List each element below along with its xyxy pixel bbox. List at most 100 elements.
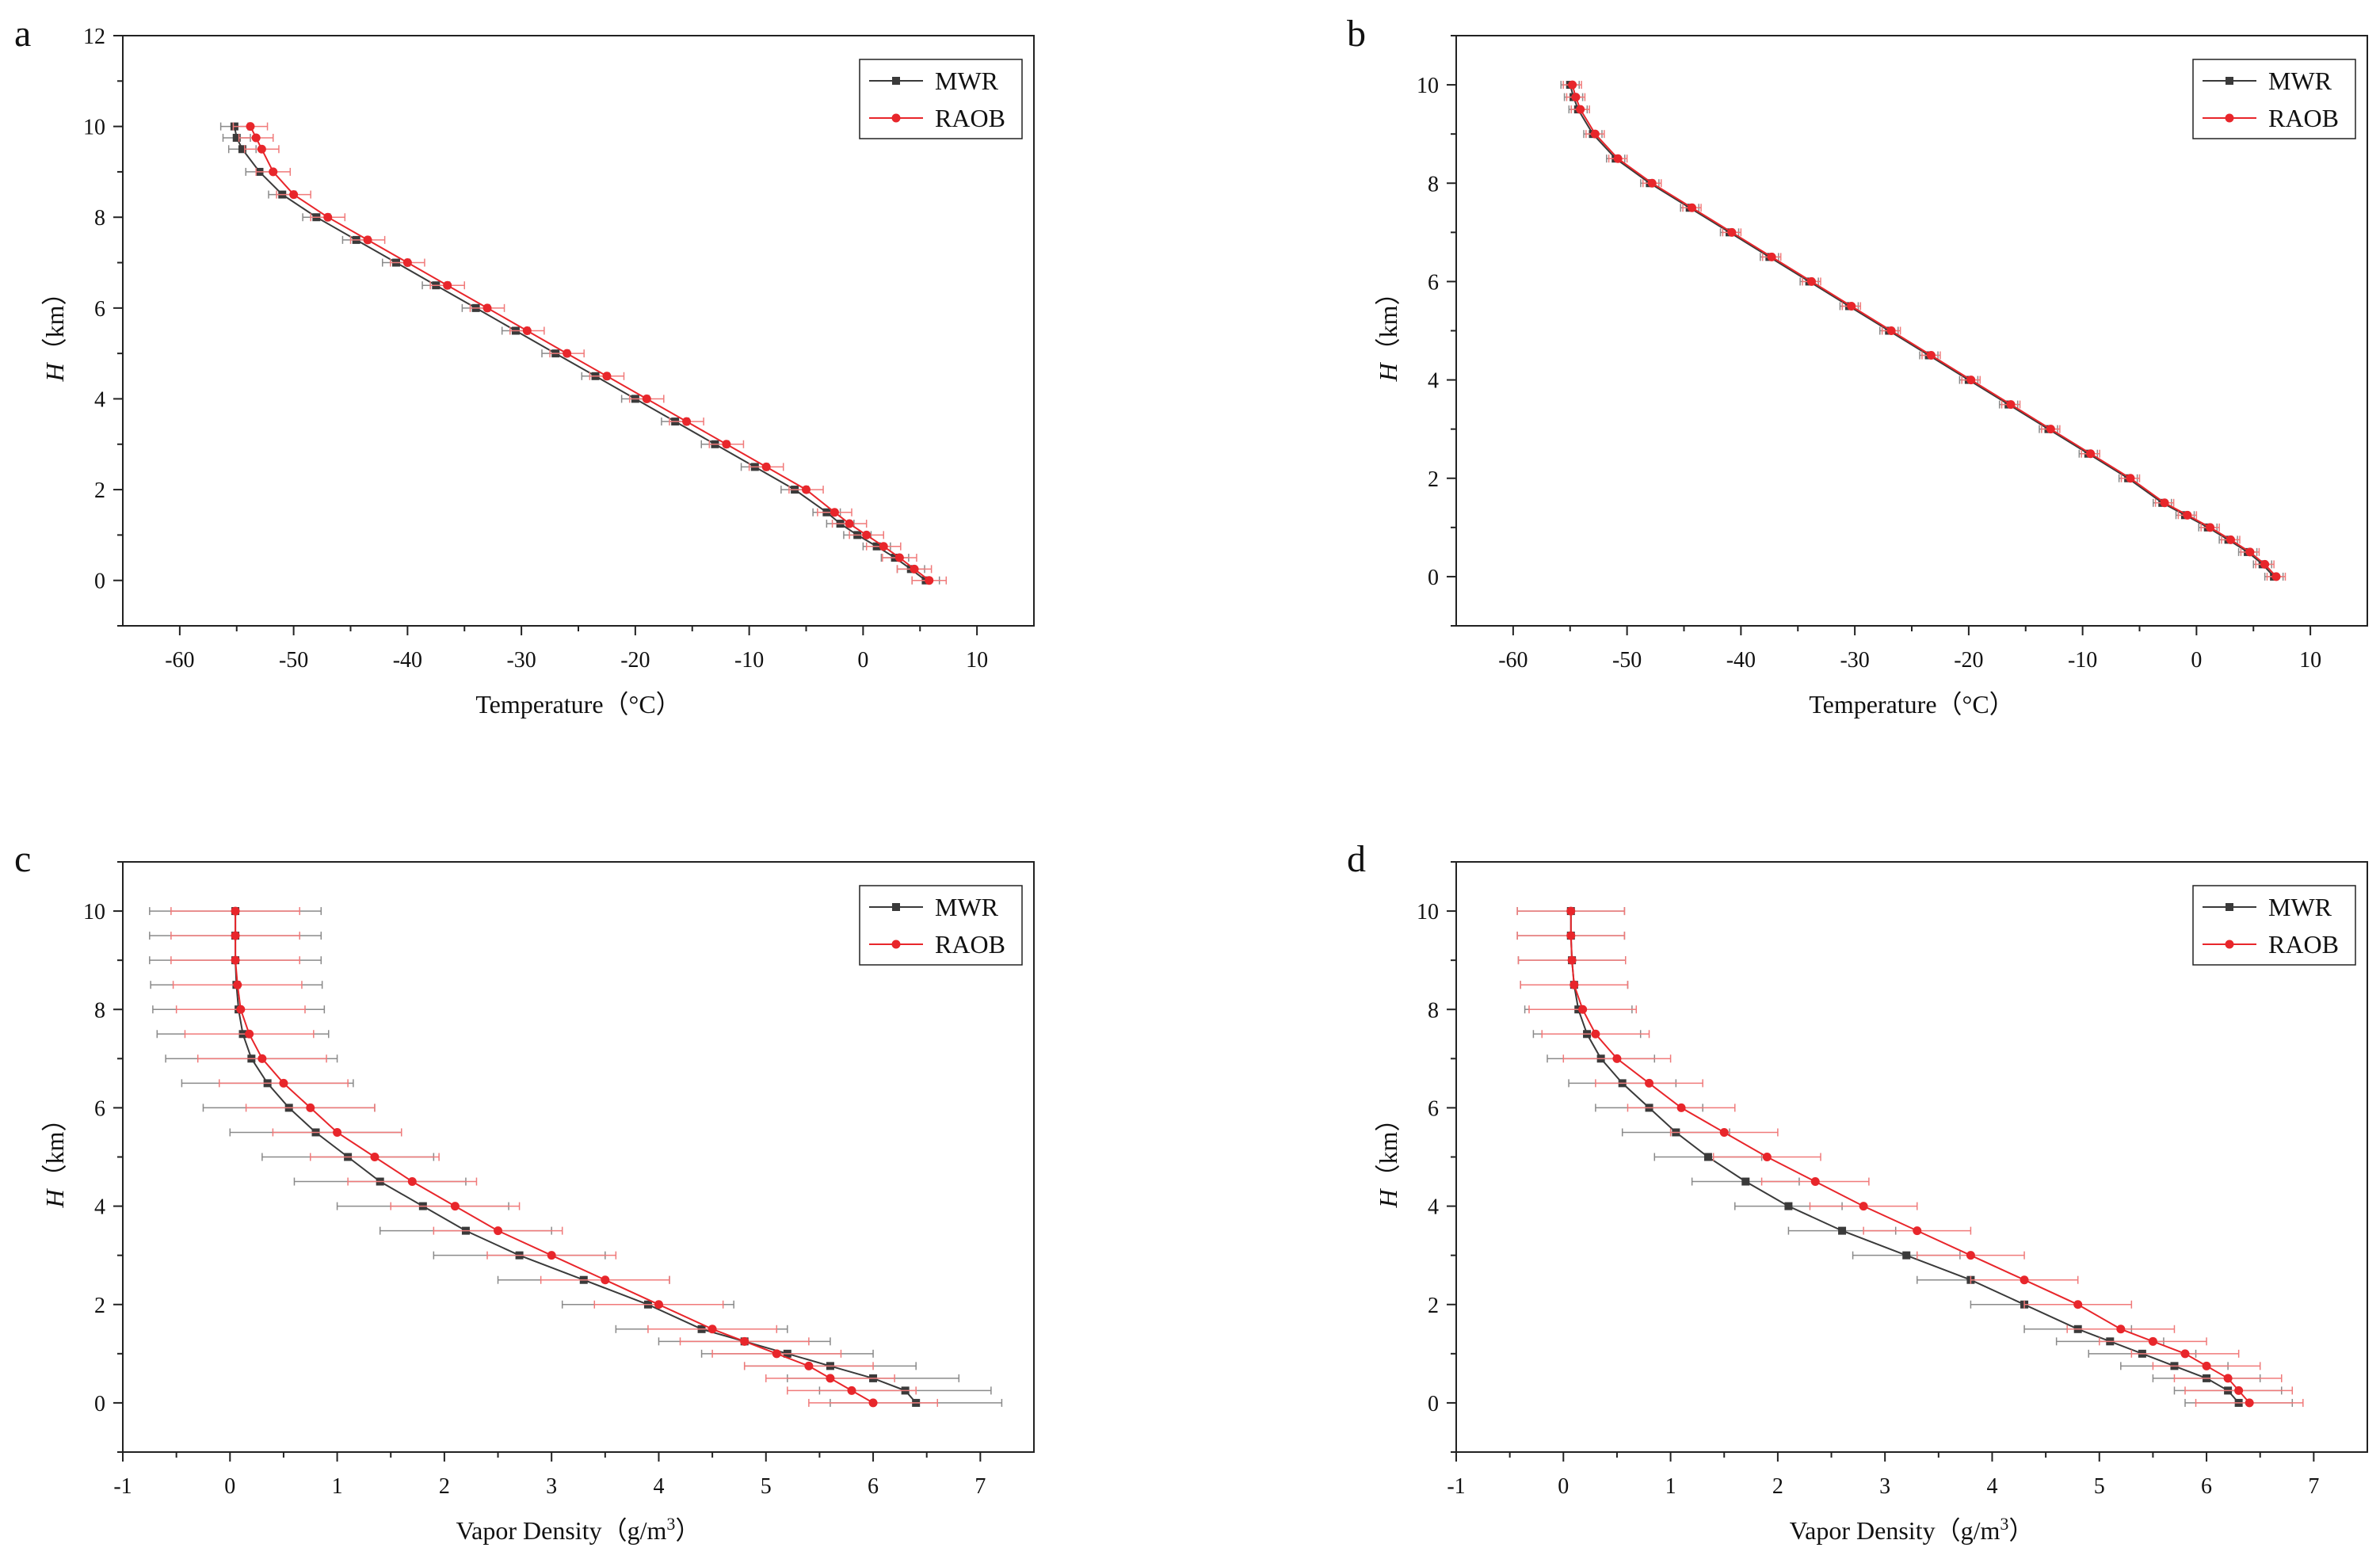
data-point (772, 1349, 781, 1359)
data-point (2183, 510, 2192, 520)
data-point (925, 576, 934, 585)
data-point (233, 980, 242, 989)
data-point (289, 190, 299, 200)
data-point (2046, 425, 2055, 434)
x-tick-label: 5 (2094, 1474, 2105, 1499)
y-tick-label: 2 (1428, 1294, 1439, 1318)
data-point (1647, 178, 1657, 188)
x-tick-label: -20 (1954, 648, 1983, 673)
data-point (847, 1386, 856, 1395)
chart-panel-d: d -1 0 1 2 3 4 5 6 7 0 2 4 6 8 10 Vapor Density（g/m3） H（k… (1347, 838, 2368, 1545)
data-point (1576, 105, 1585, 114)
data-point (1784, 1202, 1793, 1210)
data-point (306, 1103, 315, 1112)
x-tick-label: 2 (439, 1474, 450, 1499)
x-tick-label: 3 (546, 1474, 557, 1499)
legend-marker (892, 77, 900, 85)
x-tick-label: 5 (761, 1474, 772, 1499)
data-point (654, 1300, 663, 1309)
y-tick-label: 2 (94, 1294, 105, 1318)
y-tick-label: 2 (1428, 467, 1439, 492)
x-tick-label: 0 (1558, 1474, 1569, 1499)
data-point (602, 372, 612, 381)
data-point (1913, 1226, 1922, 1236)
data-point (1762, 1153, 1772, 1161)
x-tick-label: -1 (1447, 1474, 1465, 1499)
series-raob (232, 122, 948, 585)
x-tick-label: -10 (734, 648, 764, 673)
data-point (1612, 1054, 1622, 1063)
data-point (1703, 1153, 1712, 1161)
data-point (2116, 1325, 2126, 1334)
y-tick-label: 8 (1428, 172, 1439, 196)
legend-label: MWR (935, 893, 999, 921)
x-tick-label: 0 (857, 648, 868, 673)
data-point (708, 1325, 717, 1334)
data-point (1886, 326, 1896, 335)
data-point (1807, 276, 1816, 286)
data-point (1567, 955, 1577, 965)
series-mwr (149, 907, 1003, 1407)
series-raob (170, 906, 938, 1408)
series-line (1570, 911, 2240, 1404)
data-point (370, 1153, 380, 1161)
data-point (740, 1336, 749, 1346)
x-tick-label: 6 (2201, 1474, 2212, 1499)
legend: MWR RAOB (2192, 885, 2356, 966)
panel-letter: c (14, 838, 31, 880)
chart-panel-b: b -60 -50 -40 -30 -20 -10 0 10 0 2 4 6 8 10 Temperature… (1347, 13, 2368, 719)
data-point (1767, 252, 1776, 261)
legend-marker (2226, 77, 2233, 85)
data-point (2271, 572, 2281, 581)
y-axis-label: H（km） (40, 280, 69, 382)
data-point (482, 303, 492, 313)
legend-box (859, 885, 1023, 966)
data-point (245, 1029, 254, 1039)
legend: MWR RAOB (859, 59, 1023, 139)
data-point (1688, 203, 1697, 212)
legend-label: RAOB (2268, 930, 2339, 959)
x-axis-label: Vapor Density（g/m3） (456, 1514, 701, 1545)
y-tick-label: 4 (94, 387, 105, 412)
data-point (323, 212, 333, 222)
x-tick-label: -50 (279, 648, 308, 673)
data-point (1902, 1251, 1911, 1260)
data-point (722, 440, 731, 449)
y-tick-label: 8 (94, 998, 105, 1023)
data-point (1566, 931, 1576, 940)
data-point (450, 1202, 460, 1211)
x-tick-label: 0 (224, 1474, 235, 1499)
data-point (804, 1361, 814, 1370)
y-tick-label: 6 (1428, 1096, 1439, 1121)
data-point (1591, 1029, 1600, 1039)
y-axis-label: H（km） (1374, 1106, 1402, 1208)
legend-label: RAOB (2268, 104, 2339, 132)
data-point (236, 1004, 246, 1014)
series-mwr (1560, 81, 2284, 581)
x-tick-label: 0 (2191, 648, 2202, 673)
data-point (2206, 523, 2215, 532)
data-point (1859, 1202, 1868, 1211)
data-point (238, 145, 246, 154)
y-tick-label: 8 (1428, 998, 1439, 1023)
series-line (235, 911, 917, 1404)
data-point (2234, 1386, 2244, 1395)
data-point (1847, 301, 1856, 311)
legend-label: MWR (2268, 893, 2332, 921)
data-point (269, 167, 278, 177)
y-tick-label: 8 (94, 206, 105, 231)
y-tick-label: 10 (1417, 74, 1439, 98)
y-tick-label: 12 (83, 25, 105, 49)
data-point (642, 394, 651, 403)
x-tick-label: 10 (2299, 648, 2321, 673)
data-point (251, 133, 261, 143)
legend: MWR RAOB (859, 885, 1023, 966)
y-tick-label: 0 (94, 1392, 105, 1416)
x-tick-label: 2 (1772, 1474, 1783, 1499)
data-point (802, 485, 810, 494)
data-point (2086, 449, 2096, 459)
legend-label: RAOB (935, 104, 1005, 132)
data-point (1566, 906, 1576, 916)
series-raob (1562, 80, 2287, 581)
legend-marker (2226, 903, 2233, 911)
